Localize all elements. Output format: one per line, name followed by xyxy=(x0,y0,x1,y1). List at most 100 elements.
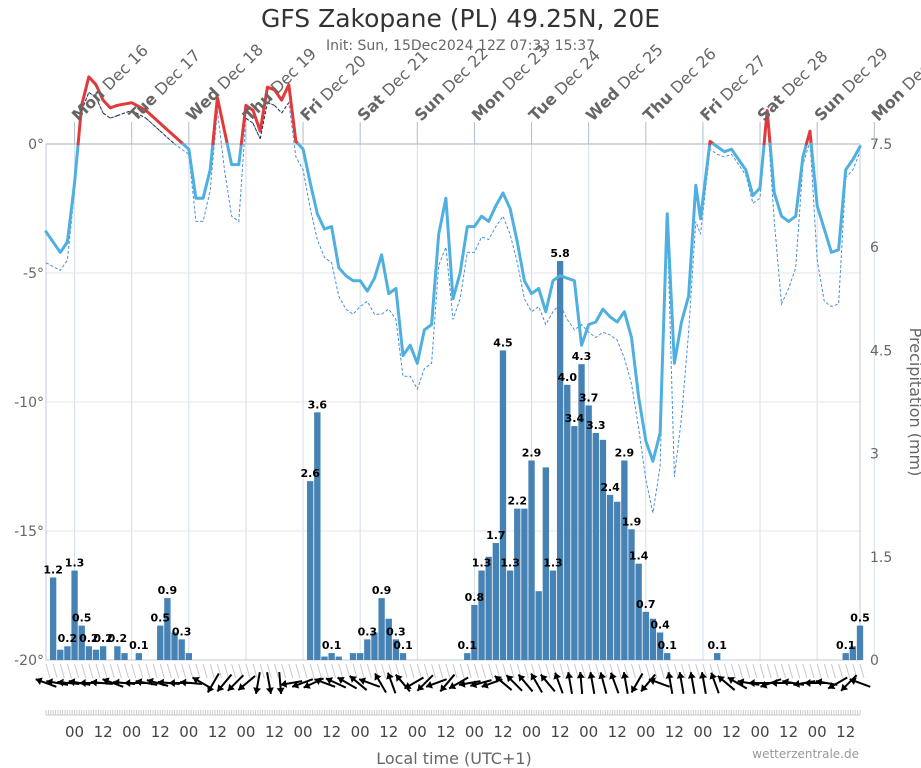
precip-bar-label: 1.2 xyxy=(43,563,63,576)
wind-hatch xyxy=(602,663,608,679)
precip-bar-label: 0.2 xyxy=(93,632,113,645)
wind-arrow-head xyxy=(280,679,288,688)
precip-bar-label: 0.1 xyxy=(458,639,478,652)
wind-arrow-head xyxy=(337,677,345,684)
temperature-line xyxy=(44,75,862,463)
wind-arrow xyxy=(35,677,57,688)
hour-tick-label: 00 xyxy=(465,723,484,741)
hour-tick-label: 12 xyxy=(493,723,512,741)
dewpoint-series-above-zero xyxy=(117,109,132,117)
wind-arrow-head xyxy=(135,678,143,687)
dewpoint-series-above-zero xyxy=(245,117,254,124)
wind-hatch xyxy=(152,663,158,679)
hour-tick-label: 12 xyxy=(836,723,855,741)
precip-bar-label: 2.4 xyxy=(600,481,620,494)
wind-arrow xyxy=(737,678,760,687)
precip-bar xyxy=(135,653,142,660)
day-label-date: Dec 21 xyxy=(375,47,432,104)
temperature-series-below-zero xyxy=(44,142,80,254)
hour-tick-label: 12 xyxy=(265,723,284,741)
precip-bar xyxy=(385,618,392,660)
wind-hatch xyxy=(259,663,265,679)
wind-arrow-head xyxy=(180,678,187,687)
hour-tick-label: 12 xyxy=(722,723,741,741)
precip-bar-label: 1.3 xyxy=(472,557,492,570)
hour-tick-label: 00 xyxy=(236,723,255,741)
precip-bar xyxy=(535,591,542,660)
wind-arrow-head xyxy=(68,678,76,687)
wind-hatch xyxy=(595,663,601,679)
wind-arrow xyxy=(90,678,113,687)
wind-hatch xyxy=(859,663,865,679)
wind-hatch xyxy=(616,663,622,679)
precip-bar-label: 2.6 xyxy=(300,467,320,480)
wind-arrow-head xyxy=(90,678,98,687)
precip-bar xyxy=(649,618,657,660)
wind-arrow xyxy=(439,673,456,693)
wind-arrow-head xyxy=(192,677,200,684)
wind-arrow xyxy=(709,672,720,694)
hour-tick-label: 00 xyxy=(179,723,198,741)
wind-hatch xyxy=(252,663,258,679)
wind-hatch xyxy=(66,663,72,679)
wind-hatch xyxy=(302,663,308,679)
wind-arrow xyxy=(146,677,169,687)
wind-hatch xyxy=(766,663,772,679)
temperature-series-above-zero xyxy=(762,109,772,146)
hour-tick-label: 00 xyxy=(122,723,141,741)
wind-arrow-head xyxy=(576,672,585,679)
precip-bar xyxy=(321,656,328,660)
precip-bar xyxy=(514,508,521,660)
dewpoint-line xyxy=(45,91,861,514)
wind-arrow-head xyxy=(598,672,607,680)
wind-arrow-head xyxy=(631,685,638,693)
precip-bar-label: 2.9 xyxy=(615,446,635,459)
precip-bar xyxy=(542,467,549,660)
wind-arrow-head xyxy=(782,678,789,687)
wind-hatch xyxy=(316,663,322,679)
precip-bar xyxy=(571,426,578,660)
precip-bar-label: 0.5 xyxy=(150,612,170,625)
precip-bar-label: 0.2 xyxy=(108,632,128,645)
precip-bar-label: 0.8 xyxy=(465,591,485,604)
wind-arrow xyxy=(458,679,481,688)
wind-arrow xyxy=(539,673,556,693)
left-axis-tick-label: -10° xyxy=(14,395,44,411)
credit-label[interactable]: wetterzentrale.de xyxy=(752,747,859,761)
hour-tick-label: 12 xyxy=(665,723,684,741)
precip-bar xyxy=(164,598,171,660)
wind-hatch xyxy=(481,663,487,679)
precip-bar-label: 3.4 xyxy=(565,412,585,425)
wind-hatch xyxy=(366,663,372,679)
day-label-date: Dec 22 xyxy=(435,44,492,101)
wind-arrow xyxy=(760,678,782,689)
precip-bar-label: 0.1 xyxy=(322,639,342,652)
wind-hatch xyxy=(473,663,479,679)
wind-arrow-head xyxy=(737,678,745,687)
hour-tick-label: 00 xyxy=(808,723,827,741)
wind-arrow-head xyxy=(540,674,548,682)
wind-hatch xyxy=(438,663,444,679)
precip-bar-label: 0.3 xyxy=(172,625,192,638)
wind-arrow xyxy=(827,676,848,690)
hour-tick-label: 00 xyxy=(579,723,598,741)
wind-arrow-head xyxy=(770,679,777,687)
temperature-series-below-zero xyxy=(181,142,215,200)
wind-hatch xyxy=(545,663,551,679)
wind-hatch xyxy=(730,663,736,679)
right-axis-tick-label: 0 xyxy=(870,653,879,669)
wind-arrow-head xyxy=(325,677,334,685)
precip-bar xyxy=(114,646,121,660)
precip-bar xyxy=(714,653,721,660)
precip-bar xyxy=(121,653,128,660)
wind-arrow xyxy=(237,675,256,691)
dewpoint-series-above-zero xyxy=(159,130,175,145)
wind-arrow-head xyxy=(717,675,725,683)
precip-bar xyxy=(357,653,364,660)
wind-arrow-head xyxy=(709,672,718,680)
wind-arrow-head xyxy=(481,680,489,689)
hour-axis: 00 12 00 12 00 12 00 12 00 12 00 12 00 12 00 12 00 12 00 12… xyxy=(45,710,861,741)
wind-arrow-head xyxy=(760,680,768,689)
